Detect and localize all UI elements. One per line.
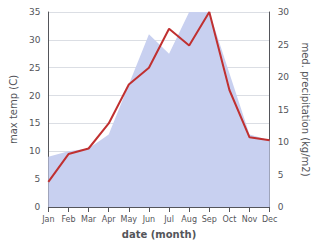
svg-text:20: 20 — [278, 72, 290, 82]
svg-text:10: 10 — [278, 137, 290, 147]
svg-text:date (month): date (month) — [122, 229, 196, 240]
svg-text:20: 20 — [29, 91, 41, 101]
svg-text:Jul: Jul — [163, 215, 174, 224]
svg-text:15: 15 — [278, 105, 289, 115]
svg-text:Apr: Apr — [102, 215, 117, 224]
svg-text:May: May — [121, 215, 138, 224]
svg-text:35: 35 — [29, 7, 40, 17]
svg-text:10: 10 — [29, 146, 41, 156]
svg-text:15: 15 — [29, 118, 40, 128]
svg-text:30: 30 — [278, 7, 290, 17]
svg-text:5: 5 — [278, 170, 284, 180]
svg-text:Mar: Mar — [81, 215, 97, 224]
svg-text:0: 0 — [35, 202, 41, 212]
svg-text:5: 5 — [35, 174, 41, 184]
svg-text:Oct: Oct — [222, 215, 236, 224]
svg-text:Dec: Dec — [262, 215, 277, 224]
svg-text:0: 0 — [278, 202, 284, 212]
svg-text:Sep: Sep — [202, 215, 217, 224]
svg-text:Nov: Nov — [242, 215, 258, 224]
svg-text:Feb: Feb — [61, 215, 75, 224]
svg-text:Jan: Jan — [41, 215, 54, 224]
svg-text:25: 25 — [278, 40, 289, 50]
svg-text:Aug: Aug — [181, 215, 197, 224]
svg-text:25: 25 — [29, 63, 40, 73]
svg-text:Jun: Jun — [142, 215, 156, 224]
svg-text:med. precipitation (kg/m2): med. precipitation (kg/m2) — [300, 42, 311, 176]
svg-text:30: 30 — [29, 35, 41, 45]
svg-text:max temp (C): max temp (C) — [8, 75, 19, 144]
